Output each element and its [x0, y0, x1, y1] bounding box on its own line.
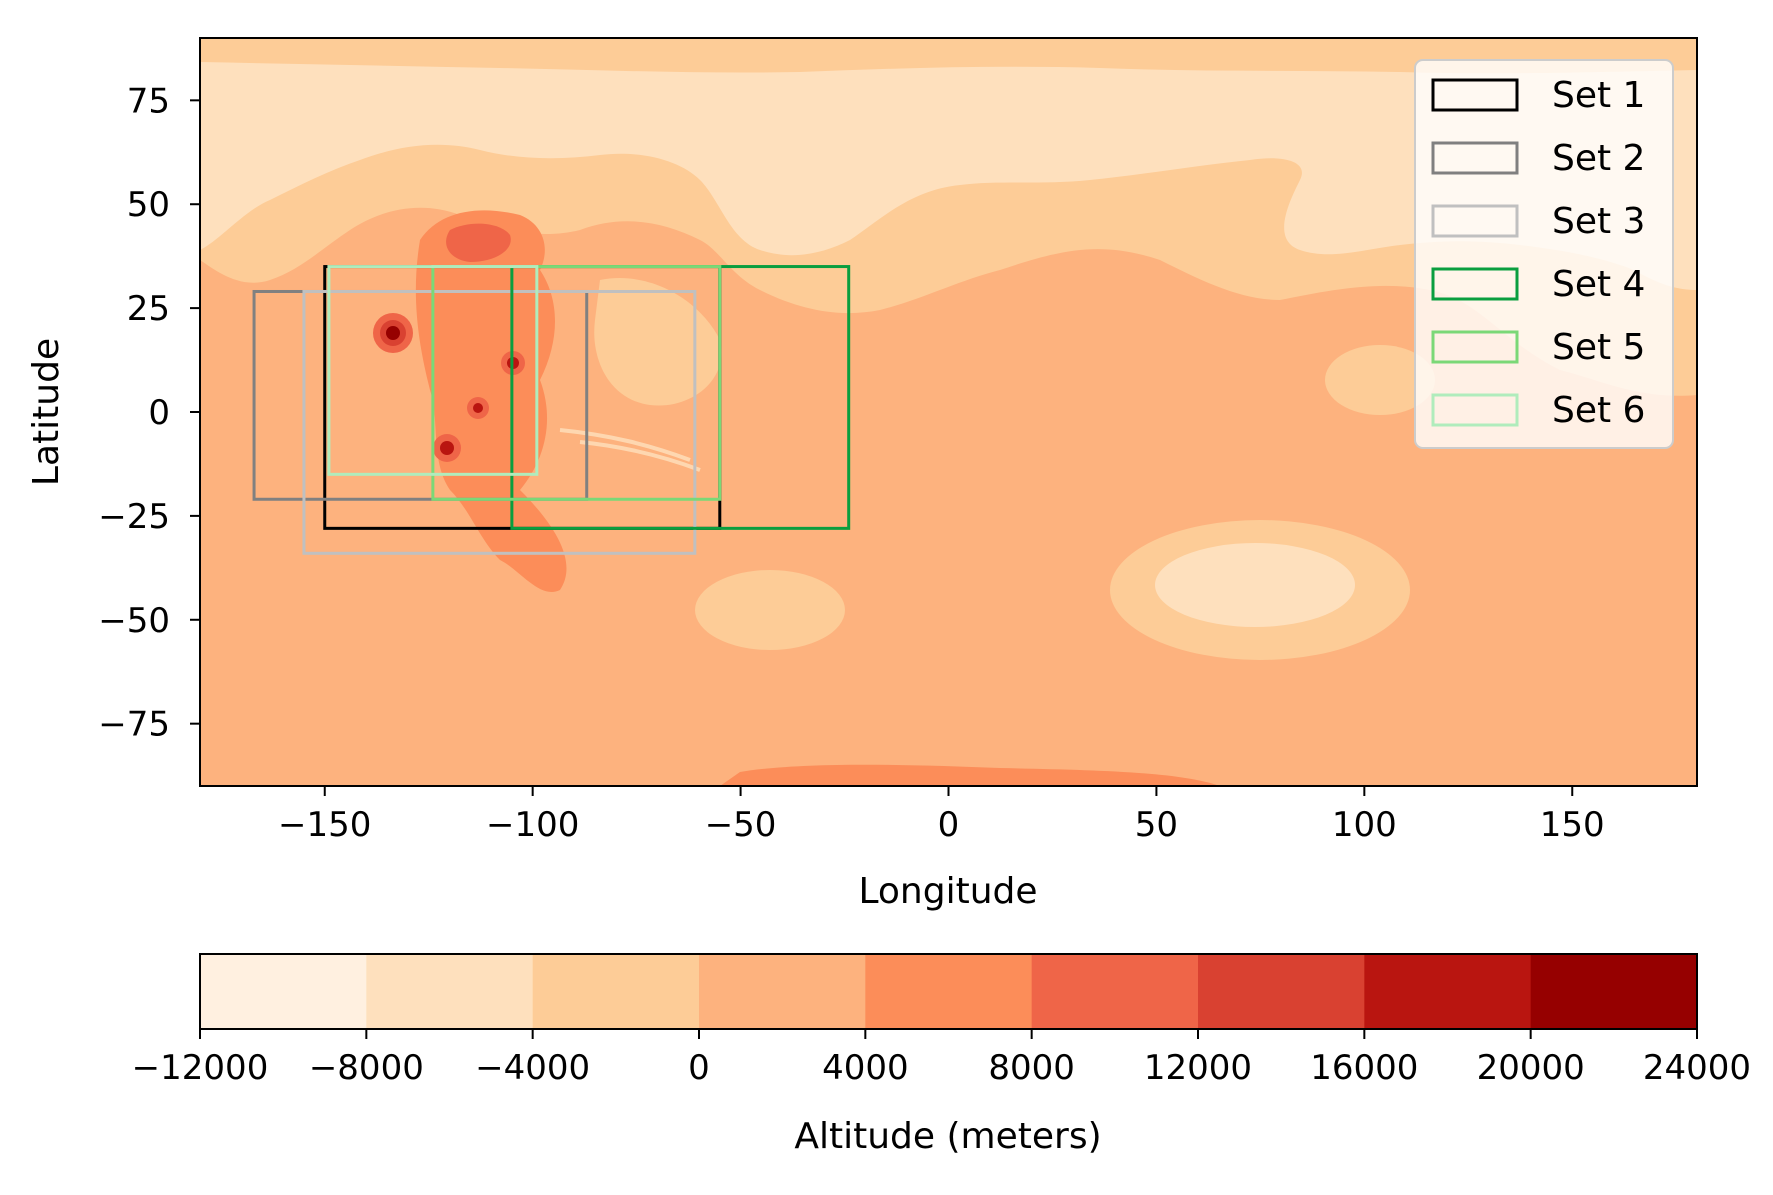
- terrain-tharsis-ridge: [446, 223, 511, 262]
- terrain-south-band: [720, 764, 1220, 786]
- colorbar-cell: [865, 954, 1033, 1029]
- terrain-hellas-inner: [1155, 543, 1355, 627]
- region-box-set-6: [327, 265, 539, 476]
- y-tick-label: 0: [148, 393, 170, 433]
- x-tick-label: −50: [705, 805, 777, 845]
- terrain-valles-marineris: [559, 428, 701, 472]
- x-tick-label: 150: [1540, 805, 1605, 845]
- colorbar-frame: [199, 953, 1698, 1030]
- colorbar-tick-label: 4000: [822, 1048, 909, 1088]
- colorbar-tick-label: −12000: [132, 1048, 269, 1088]
- legend-swatch: [1431, 204, 1519, 238]
- colorbar-cell: [532, 954, 700, 1029]
- terrain-tharsis-upper: [415, 210, 567, 593]
- colorbar-cell: [1530, 954, 1698, 1029]
- colorbar-cell: [699, 954, 866, 1029]
- colorbar-tick-label: 12000: [1144, 1048, 1252, 1088]
- terrain-chryse: [594, 278, 722, 406]
- y-tick-label: 75: [127, 81, 170, 121]
- x-axis-label: Longitude: [858, 871, 1037, 912]
- y-tick-label: 50: [127, 185, 170, 225]
- legend-label: Set 5: [1552, 327, 1645, 368]
- legend-frame: [1414, 59, 1674, 449]
- colorbar-tick-label: 20000: [1477, 1048, 1585, 1088]
- y-tick-label: −50: [98, 601, 170, 641]
- legend-label: Set 6: [1552, 390, 1645, 431]
- x-axis-ticks: −150 −100 −50 0 50 100 150: [278, 786, 1605, 845]
- x-tick-label: 0: [938, 805, 960, 845]
- colorbar-tick-label: 16000: [1310, 1048, 1418, 1088]
- region-box-set-5: [431, 265, 722, 501]
- legend-label: Set 4: [1552, 264, 1645, 305]
- colorbar-cell: [1031, 954, 1199, 1029]
- colorbar-cell: [366, 954, 534, 1029]
- x-tick-label: 100: [1332, 805, 1397, 845]
- legend-swatch: [1431, 78, 1519, 112]
- x-tick-label: −100: [486, 805, 579, 845]
- volcano-arsia: [433, 434, 461, 462]
- terrain-argyre: [695, 570, 845, 650]
- terrain-polar-cap: [200, 38, 1697, 74]
- y-axis-label: Latitude: [26, 338, 67, 486]
- colorbar-cell: [1198, 954, 1365, 1029]
- colorbar-tick-label: 24000: [1643, 1048, 1751, 1088]
- colorbar-cell: [1364, 954, 1532, 1029]
- terrain-north-plains: [200, 60, 1697, 290]
- terrain-isidis: [1325, 345, 1435, 415]
- legend: Set 1 Set 2 Set 3 Set 4 Set 5 Set 6: [1414, 59, 1674, 449]
- legend-swatch: [1431, 393, 1519, 427]
- x-tick-label: −150: [278, 805, 371, 845]
- y-tick-label: 25: [127, 289, 170, 329]
- region-box-set-3: [302, 289, 697, 555]
- colorbar-cell: [200, 954, 367, 1029]
- colorbar-tick-label: 8000: [988, 1048, 1075, 1088]
- volcano-olympus: [373, 313, 413, 353]
- y-tick-label: −75: [98, 705, 170, 745]
- volcano-pavonis: [467, 397, 489, 419]
- colorbar: −12000 −8000 −4000 0 4000 8000 12000 16000 20000…: [132, 953, 1751, 1157]
- legend-swatch: [1431, 267, 1519, 301]
- legend-label: Set 2: [1552, 138, 1645, 179]
- colorbar-tick-label: −8000: [309, 1048, 424, 1088]
- legend-swatch: [1431, 141, 1519, 175]
- legend-label: Set 1: [1552, 75, 1645, 116]
- x-tick-label: 50: [1135, 805, 1178, 845]
- colorbar-tick-label: 0: [688, 1048, 710, 1088]
- colorbar-tick-label: −4000: [475, 1048, 590, 1088]
- legend-label: Set 3: [1552, 201, 1645, 242]
- y-tick-label: −25: [98, 497, 170, 537]
- colorbar-label: Altitude (meters): [794, 1116, 1101, 1157]
- legend-swatch: [1431, 330, 1519, 364]
- y-axis-ticks: 75 50 25 0 −25 −50 −75: [98, 81, 200, 745]
